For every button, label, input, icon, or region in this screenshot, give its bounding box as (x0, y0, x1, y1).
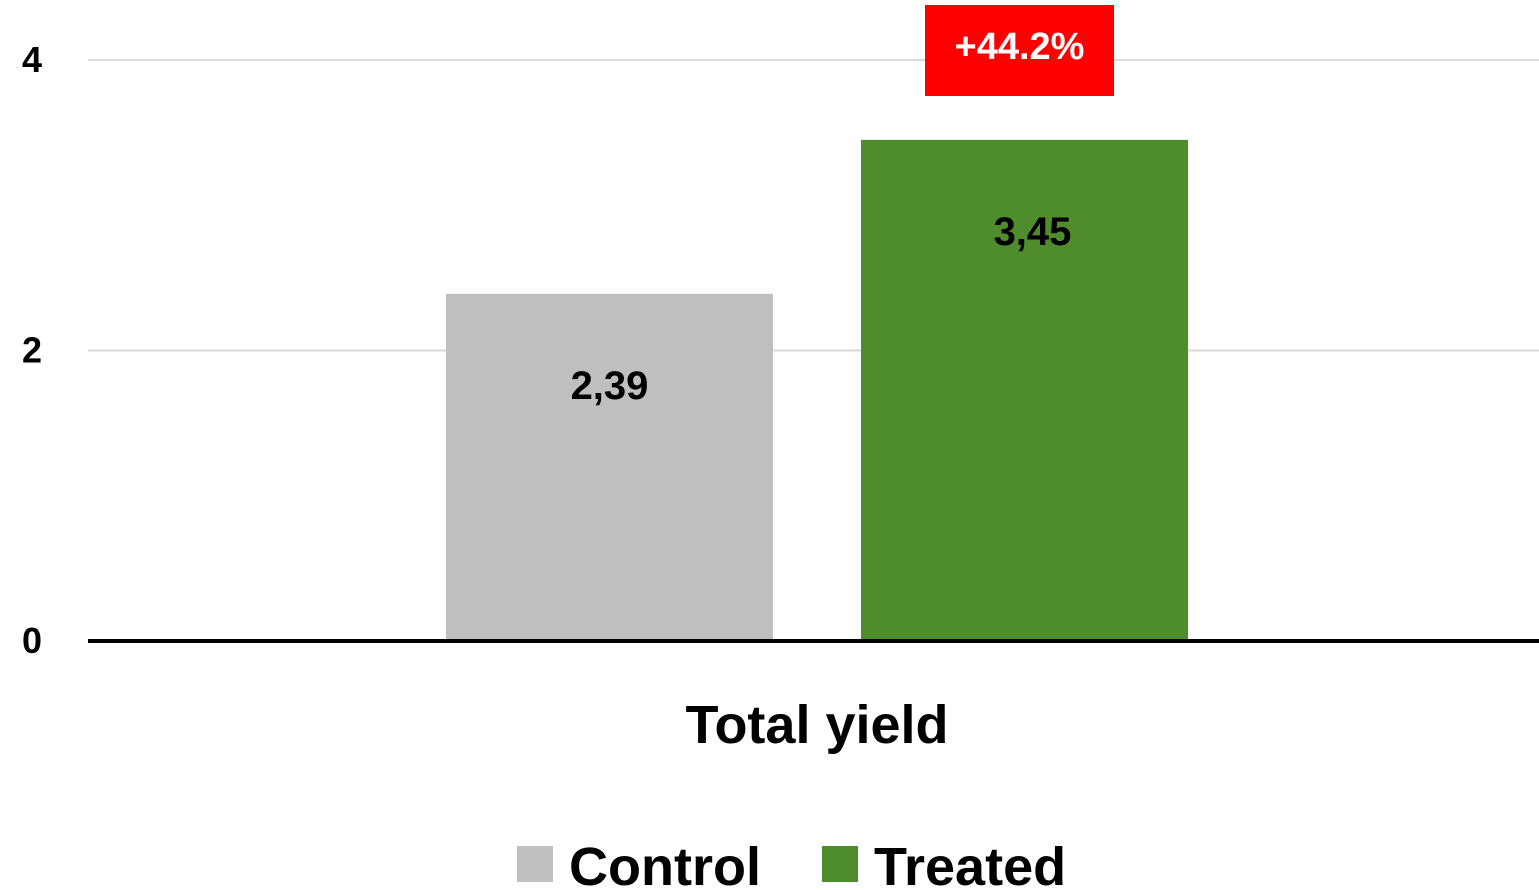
y-tick-label: 2 (22, 330, 42, 371)
x-axis-categories: Total yield (685, 695, 948, 755)
y-tick-label: 4 (22, 39, 42, 80)
annotation: +44.2% (925, 5, 1114, 96)
y-tick-label: 0 (22, 620, 42, 661)
category-label: Total yield (685, 695, 948, 755)
data-label-treated: 3,45 (994, 210, 1072, 254)
gridlines (88, 59, 1539, 352)
data-label-control: 2,39 (571, 364, 649, 408)
legend-swatch-control (517, 846, 553, 882)
legend-swatch-treated (822, 846, 858, 882)
legend-label-control: Control (569, 837, 761, 890)
bar-treated (861, 139, 1188, 641)
annotation-text: +44.2% (955, 26, 1085, 68)
legend-label-treated: Treated (874, 837, 1066, 890)
bars: 2,39 3,45 (446, 139, 1188, 641)
bar-control (446, 293, 773, 641)
legend: Control Treated (517, 837, 1066, 890)
y-axis-ticks: 0 2 4 (22, 39, 42, 661)
annotation-box (925, 5, 1114, 96)
